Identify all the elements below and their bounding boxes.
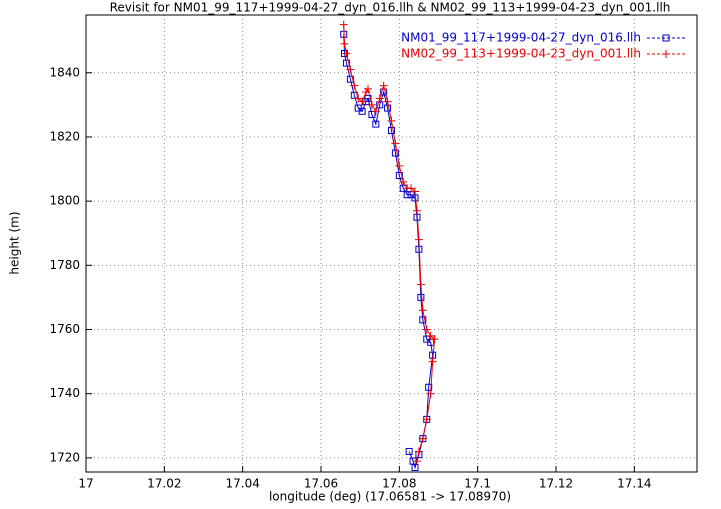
x-tick-label: 17.12 <box>539 477 573 491</box>
point <box>395 171 403 179</box>
point <box>422 325 431 334</box>
y-tick-label: 1760 <box>49 322 80 336</box>
y-tick-label: 1800 <box>49 194 80 208</box>
y-tick-label: 1780 <box>49 258 80 272</box>
point <box>339 20 348 29</box>
point <box>418 434 427 443</box>
point <box>391 149 399 157</box>
point <box>412 457 421 466</box>
point <box>342 49 351 58</box>
point <box>407 184 416 193</box>
point <box>379 81 388 90</box>
point <box>342 59 350 67</box>
point <box>405 447 413 455</box>
y-tick-label: 1840 <box>49 65 80 79</box>
point <box>417 293 425 301</box>
series-line <box>343 24 436 462</box>
x-tick-label: 17.04 <box>225 477 259 491</box>
point <box>422 415 431 424</box>
y-tick-label: 1740 <box>49 386 80 400</box>
legend-label: NM02_99_113+1999-04-23_dyn_001.llh <box>401 47 641 61</box>
y-tick-label: 1820 <box>49 129 80 143</box>
y-axis-label: height (m) <box>8 211 22 274</box>
point <box>416 280 425 289</box>
point <box>426 389 435 398</box>
y-tick-label: 1720 <box>49 450 80 464</box>
x-tick-label: 17.14 <box>617 477 651 491</box>
point <box>383 97 392 106</box>
x-tick-label: 17.06 <box>304 477 338 491</box>
point <box>346 75 354 83</box>
x-tick-label: 17.1 <box>464 477 491 491</box>
point <box>358 97 367 106</box>
point <box>340 39 349 48</box>
point <box>362 88 371 97</box>
point <box>412 206 421 215</box>
point <box>387 116 396 125</box>
point <box>364 84 372 93</box>
x-tick-label: 17.02 <box>147 477 181 491</box>
point <box>364 94 372 102</box>
point <box>428 357 437 366</box>
x-tick-label: 17 <box>78 477 93 491</box>
point <box>430 335 439 344</box>
legend-marker <box>662 50 670 58</box>
point <box>350 81 359 90</box>
point <box>388 127 395 135</box>
point <box>419 316 427 324</box>
point <box>372 120 380 128</box>
point <box>346 65 355 74</box>
point <box>354 94 363 103</box>
point <box>414 447 423 456</box>
point <box>375 94 384 103</box>
point <box>411 187 419 196</box>
point <box>425 383 433 391</box>
x-tick-label: 17.08 <box>382 477 416 491</box>
point <box>391 139 400 148</box>
point <box>395 161 404 170</box>
point <box>426 331 435 340</box>
x-axis-label: longitude (deg) (17.06581 -> 17.08970) <box>269 490 511 504</box>
point <box>371 107 380 116</box>
plot-frame <box>85 14 698 473</box>
legend-marker <box>662 34 670 42</box>
legend-label: NM01_99_117+1999-04-27_dyn_016.llh <box>401 31 641 45</box>
point <box>418 306 427 315</box>
point <box>358 107 366 115</box>
point <box>414 235 423 244</box>
point <box>399 177 408 186</box>
chart-title: Revisit for NM01_99_117+1999-04-27_dyn_0… <box>110 1 671 15</box>
point <box>367 100 376 109</box>
